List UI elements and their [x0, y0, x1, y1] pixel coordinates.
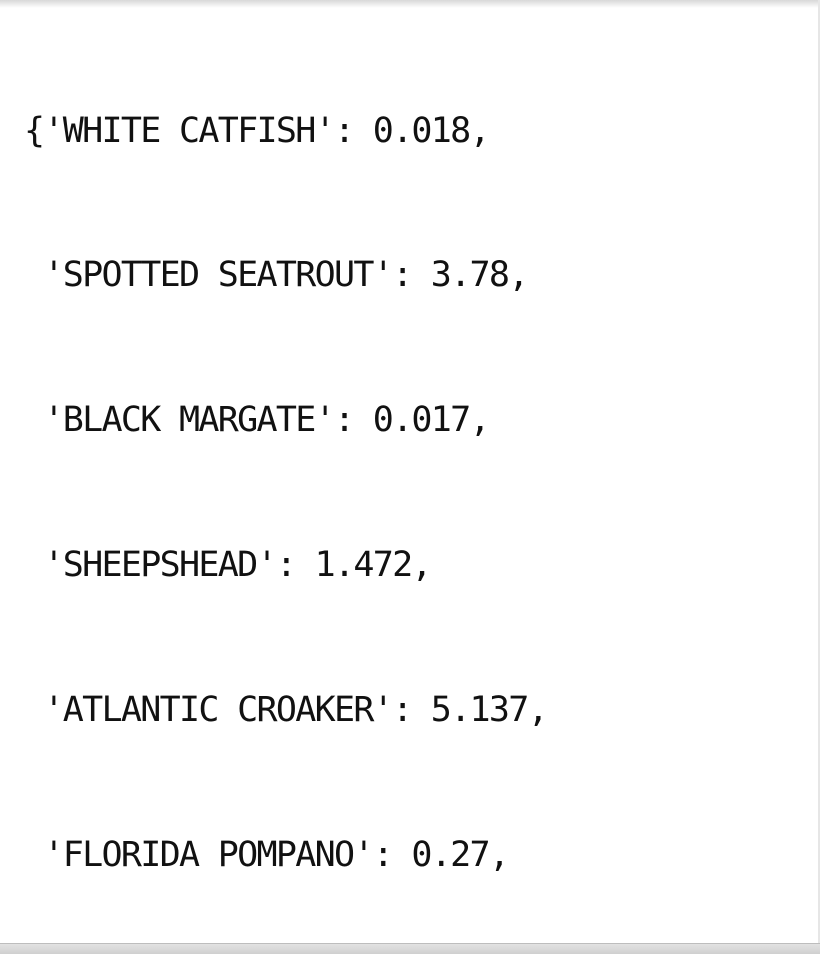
dict-line: {'WHITE CATFISH': 0.018,: [24, 110, 491, 151]
dict-line: 'BLACK MARGATE': 0.017,: [24, 400, 490, 441]
dict-output-text: {'WHITE CATFISH': 0.018, 'SPOTTED SEATRO…: [24, 10, 814, 944]
top-edge-shadow: [0, 0, 820, 8]
dict-line: 'ATLANTIC CROAKER': 5.137,: [24, 690, 548, 731]
bottom-edge-bar: [0, 943, 820, 954]
right-edge-border: [818, 0, 820, 954]
dict-line: 'SHEEPSHEAD': 1.472,: [24, 545, 432, 586]
dict-line: 'SPOTTED SEATROUT': 3.78,: [24, 255, 529, 296]
dict-line: 'FLORIDA POMPANO': 0.27,: [24, 835, 510, 876]
